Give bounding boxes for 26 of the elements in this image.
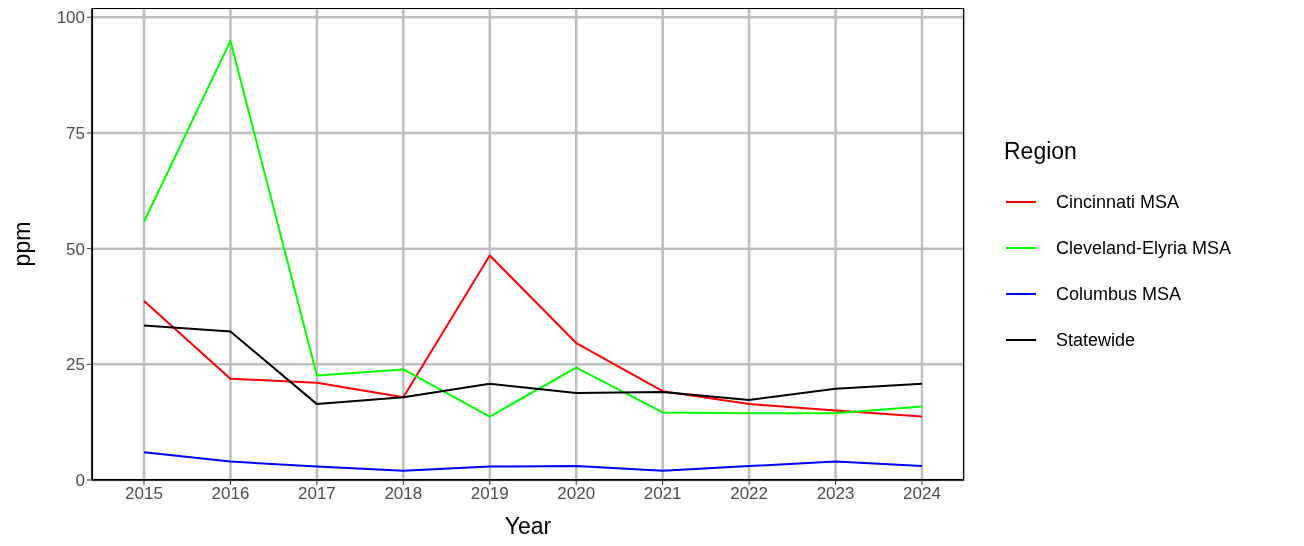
x-axis-title: Year: [504, 513, 552, 539]
y-tick-label: 25: [66, 355, 85, 375]
line-series: [143, 39, 923, 418]
legend-title: Region: [1004, 138, 1078, 165]
y-axis-title: ppm: [9, 221, 36, 267]
legend-label: Statewide: [1056, 329, 1136, 351]
x-tick-label: 2023: [816, 484, 855, 504]
legend-label: Columbus MSA: [1056, 283, 1182, 305]
x-tick-label: 2018: [384, 484, 423, 504]
line-series: [143, 254, 923, 418]
x-tick-label: 2015: [125, 484, 163, 504]
x-tick-label: 2020: [557, 484, 596, 504]
y-tick-label: 0: [75, 471, 85, 491]
x-tick-label: 2016: [211, 484, 250, 504]
line-series: [143, 451, 923, 472]
legend-label: Cleveland-Elyria MSA: [1056, 237, 1232, 259]
x-tick-label: 2019: [470, 484, 509, 504]
line-series: [143, 324, 923, 406]
x-tick-label: 2024: [903, 484, 941, 504]
x-tick-label: 2022: [730, 484, 769, 504]
x-tick-label: 2017: [297, 484, 336, 504]
y-tick-label: 100: [56, 8, 85, 28]
legend-label: Cincinnati MSA: [1056, 191, 1180, 213]
y-tick-label: 50: [66, 239, 85, 259]
y-tick-label: 75: [66, 123, 85, 143]
x-tick-label: 2021: [643, 484, 682, 504]
